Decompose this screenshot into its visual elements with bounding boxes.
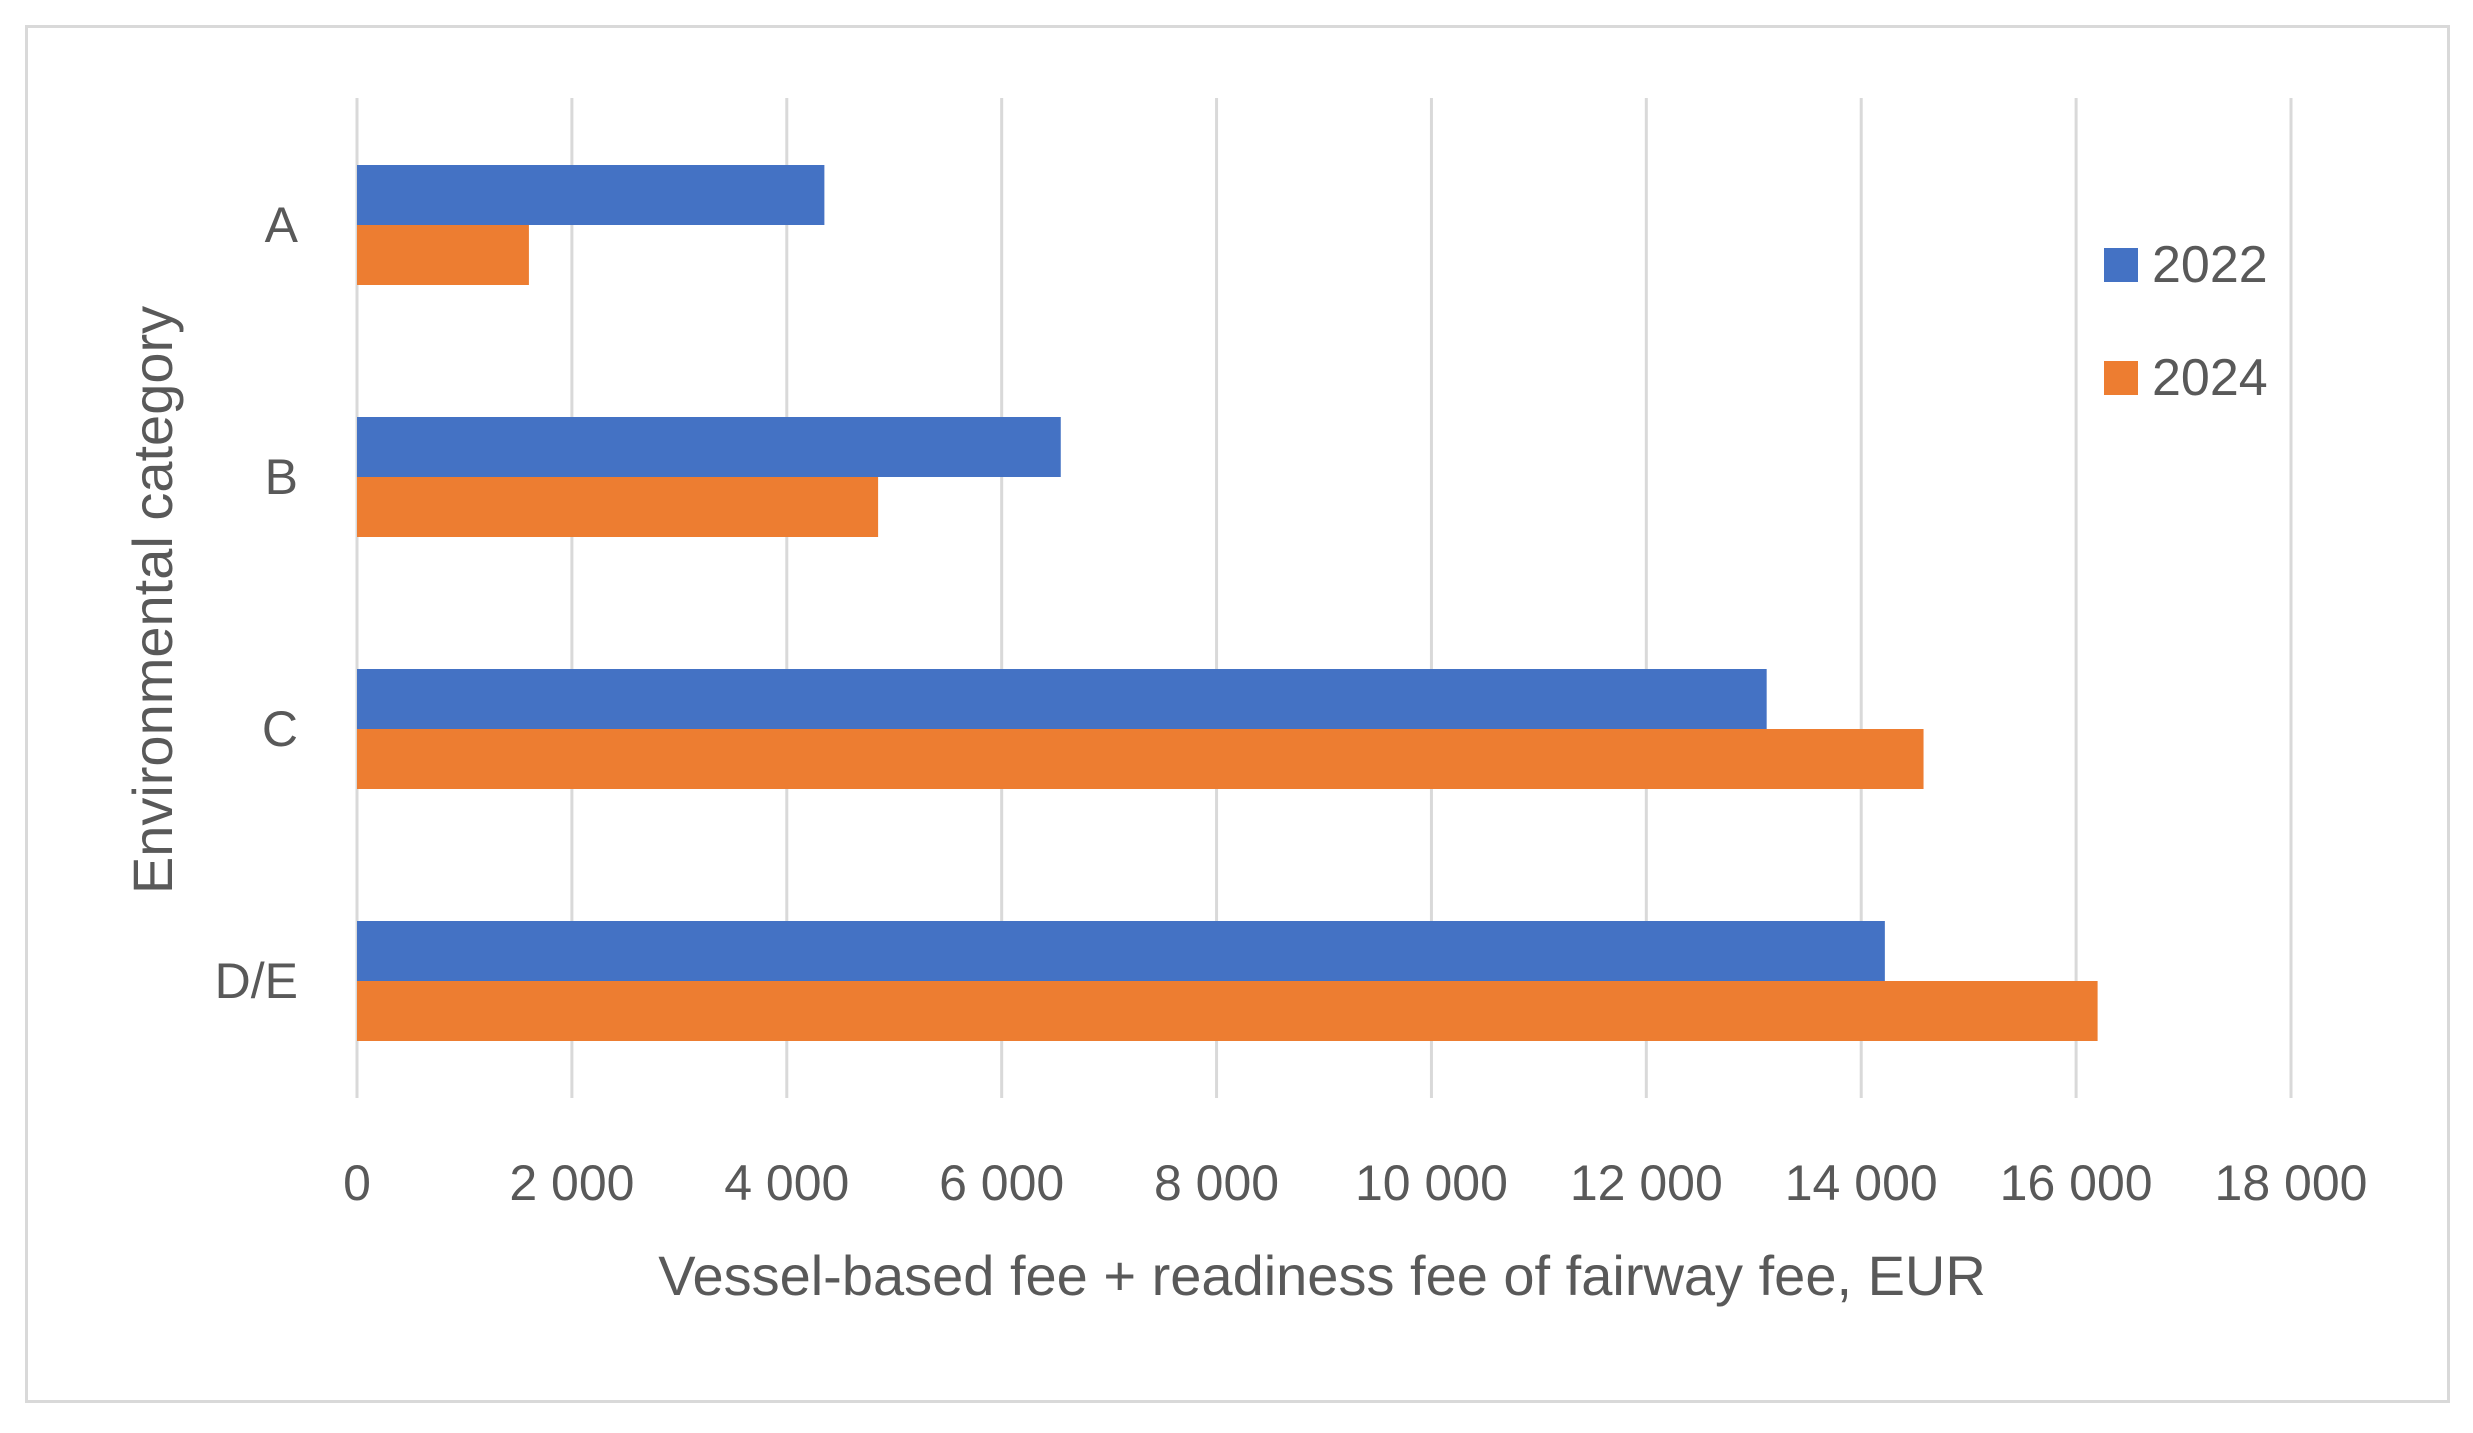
x-tick-label: 14 000	[1785, 1155, 1938, 1211]
x-tick-label: 18 000	[2215, 1155, 2368, 1211]
bar-c-2024	[357, 729, 1924, 789]
x-tick-label: 10 000	[1355, 1155, 1508, 1211]
x-tick-label: 16 000	[2000, 1155, 2153, 1211]
bar-d-e-2024	[357, 981, 2098, 1041]
bar-b-2024	[357, 477, 879, 537]
x-axis-title: Vessel-based fee + readiness fee of fair…	[658, 1244, 1986, 1307]
x-tick-label: 12 000	[1570, 1155, 1723, 1211]
bar-d-e-2022	[357, 921, 1885, 981]
legend-label-2022: 2022	[2152, 236, 2268, 294]
legend-swatch-2024	[2104, 361, 2138, 395]
bars	[357, 165, 2098, 1041]
x-tick-label: 4 000	[724, 1155, 849, 1211]
y-tick-label: A	[265, 197, 299, 253]
legend-label-2024: 2024	[2152, 349, 2268, 407]
bar-a-2022	[357, 165, 825, 225]
y-axis-title: Environmental category	[121, 306, 184, 894]
y-tick-label: B	[265, 449, 298, 505]
bar-a-2024	[357, 225, 529, 285]
legend-swatch-2022	[2104, 248, 2138, 282]
y-tick-label: D/E	[215, 953, 298, 1009]
x-tick-labels: 0 2 000 4 000 6 000 8 000 10 000 12 000 14 000 1…	[343, 1155, 2367, 1211]
bar-b-2022	[357, 417, 1061, 477]
bar-c-2022	[357, 669, 1767, 729]
x-tick-label: 8 000	[1154, 1155, 1279, 1211]
y-tick-label: C	[262, 701, 298, 757]
legend: 2022 2024	[2104, 236, 2268, 407]
x-tick-label: 2 000	[509, 1155, 634, 1211]
x-tick-label: 0	[343, 1155, 371, 1211]
x-tick-label: 6 000	[939, 1155, 1064, 1211]
y-tick-labels: A B C D/E	[215, 197, 299, 1009]
